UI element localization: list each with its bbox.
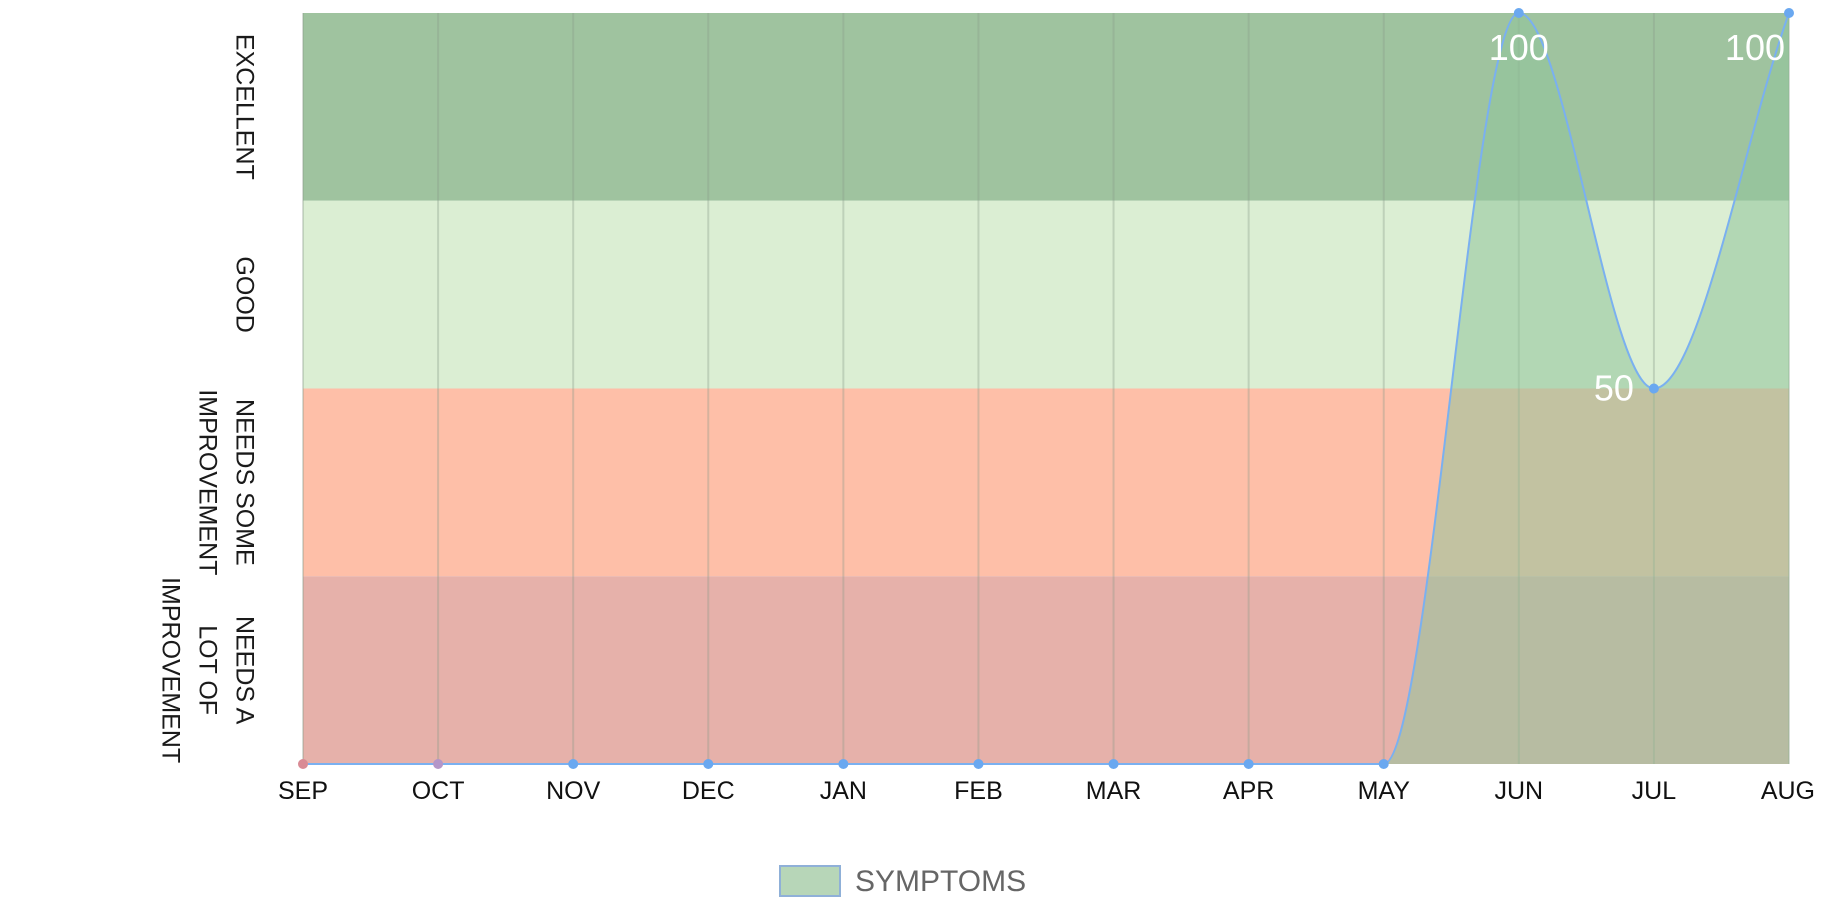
band-label: NEEDS SOME bbox=[230, 399, 258, 566]
series-area bbox=[303, 11, 1790, 766]
x-tick-label: OCT bbox=[412, 777, 465, 805]
data-point[interactable] bbox=[973, 759, 984, 769]
band-label: LOT OF bbox=[193, 625, 221, 715]
data-point[interactable] bbox=[1378, 759, 1389, 769]
x-axis-ticks: SEP OCT NOV DEC JAN FEB MAR APR MAY JUN JUL AUG bbox=[278, 777, 1815, 805]
data-label: 50 bbox=[1594, 368, 1634, 409]
data-point[interactable] bbox=[1513, 8, 1524, 18]
series-points bbox=[298, 8, 1794, 769]
data-point[interactable] bbox=[568, 759, 579, 769]
x-tick-label: JAN bbox=[820, 777, 867, 805]
legend[interactable]: SYMPTOMS bbox=[779, 865, 1026, 898]
band-label: GOOD bbox=[230, 256, 258, 332]
data-point[interactable] bbox=[1648, 383, 1659, 394]
x-tick-label: JUN bbox=[1495, 777, 1544, 805]
band-label: IMPROVEMENT bbox=[156, 577, 184, 763]
data-point[interactable] bbox=[1784, 8, 1794, 18]
data-point[interactable] bbox=[433, 759, 444, 769]
data-point[interactable] bbox=[1243, 759, 1254, 769]
legend-label[interactable]: SYMPTOMS bbox=[855, 865, 1026, 898]
band-label: EXCELLENT bbox=[230, 34, 258, 180]
x-tick-label: SEP bbox=[278, 777, 328, 805]
data-label: 100 bbox=[1489, 27, 1549, 68]
x-tick-label: MAY bbox=[1358, 777, 1411, 805]
data-point[interactable] bbox=[703, 759, 714, 769]
x-tick-label: NOV bbox=[546, 777, 601, 805]
data-label: 100 bbox=[1725, 27, 1785, 68]
data-point[interactable] bbox=[1108, 759, 1119, 769]
band-label: NEEDS A bbox=[230, 616, 258, 725]
series-line bbox=[303, 11, 1790, 766]
band-label: IMPROVEMENT bbox=[193, 389, 221, 575]
x-tick-label: JUL bbox=[1632, 777, 1677, 805]
x-tick-label: APR bbox=[1223, 777, 1274, 805]
series-fill bbox=[303, 13, 1789, 764]
legend-swatch[interactable] bbox=[779, 865, 841, 897]
x-tick-label: DEC bbox=[682, 777, 735, 805]
x-tick-label: AUG bbox=[1761, 777, 1815, 805]
band-labels: EXCELLENT GOOD NEEDS SOME IMPROVEMENT NEEDS … bbox=[156, 34, 258, 763]
data-point[interactable] bbox=[838, 759, 849, 769]
x-tick-label: FEB bbox=[954, 777, 1003, 805]
x-tick-label: MAR bbox=[1086, 777, 1142, 805]
data-labels: 100 50 100 bbox=[1489, 27, 1785, 409]
data-point[interactable] bbox=[298, 759, 308, 769]
